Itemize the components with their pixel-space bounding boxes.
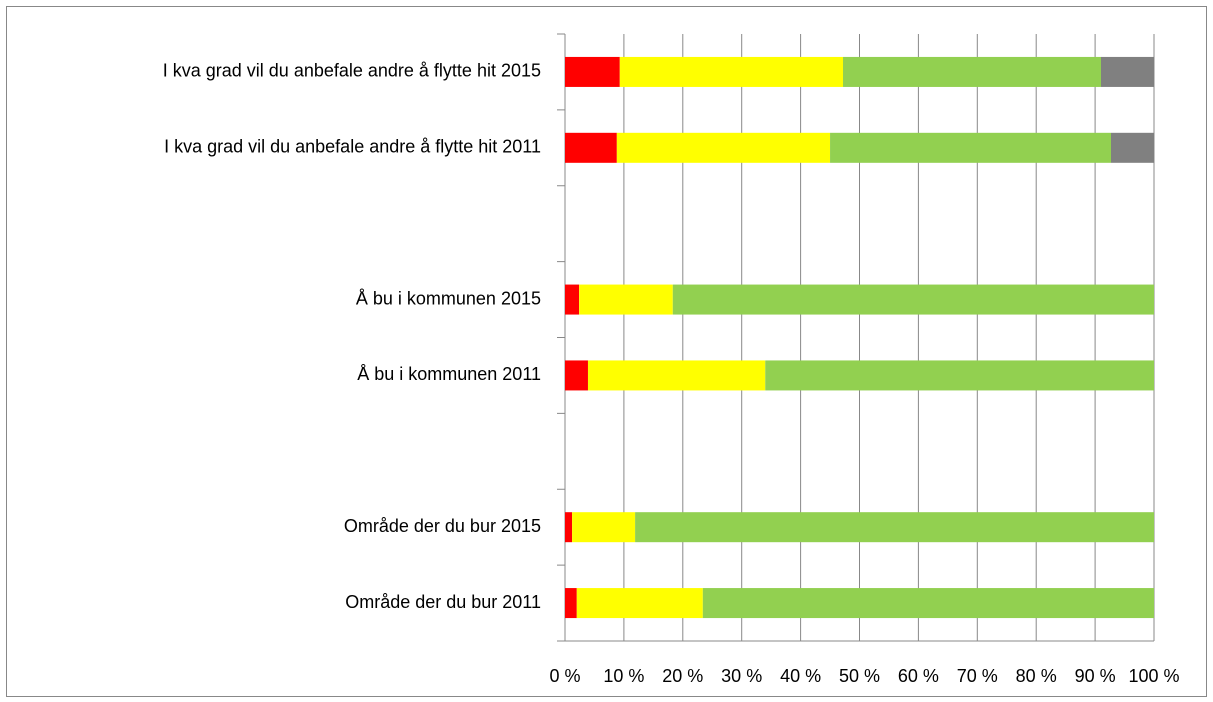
bar-segment — [587, 360, 766, 391]
x-tick-label: 60 % — [898, 666, 939, 686]
bar-segment — [1100, 56, 1154, 87]
x-tick-label: 70 % — [957, 666, 998, 686]
y-tick-label: Område der du bur 2011 — [345, 592, 541, 612]
y-tick-label: Å bu i kommunen 2011 — [357, 364, 541, 384]
bar-segment — [565, 360, 588, 391]
x-tick-label: 90 % — [1075, 666, 1116, 686]
bar-segment — [565, 56, 620, 87]
x-tick-label: 30 % — [721, 666, 762, 686]
x-tick-label: 20 % — [662, 666, 703, 686]
x-tick-label: 0 % — [549, 666, 580, 686]
bar-segment — [579, 284, 673, 315]
chart-border — [6, 6, 1207, 697]
bar-segment — [765, 360, 1154, 391]
x-tick-label: 50 % — [839, 666, 880, 686]
bar-segment — [843, 56, 1101, 87]
bar-segment — [565, 512, 573, 543]
y-tick-label: I kva grad vil du anbefale andre å flytt… — [164, 137, 541, 157]
bar-segment — [572, 512, 636, 543]
bar-segment — [565, 132, 617, 163]
bar-segment — [830, 132, 1112, 163]
x-tick-label: 10 % — [603, 666, 644, 686]
x-tick-label: 40 % — [780, 666, 821, 686]
bar-segment — [672, 284, 1154, 315]
bar-segment — [619, 56, 844, 87]
bar-segment — [565, 284, 580, 315]
x-tick-label: 80 % — [1016, 666, 1057, 686]
bar-segment — [576, 588, 703, 619]
y-tick-label: I kva grad vil du anbefale andre å flytt… — [163, 61, 541, 81]
bar-segment — [635, 512, 1154, 543]
bar-segment — [1111, 132, 1154, 163]
bar-segment — [616, 132, 831, 163]
bar-segment — [565, 588, 577, 619]
x-tick-label: 100 % — [1128, 666, 1179, 686]
y-tick-label: Å bu i kommunen 2015 — [356, 288, 541, 308]
bar-segment — [702, 588, 1154, 619]
y-tick-label: Område der du bur 2015 — [344, 516, 541, 536]
